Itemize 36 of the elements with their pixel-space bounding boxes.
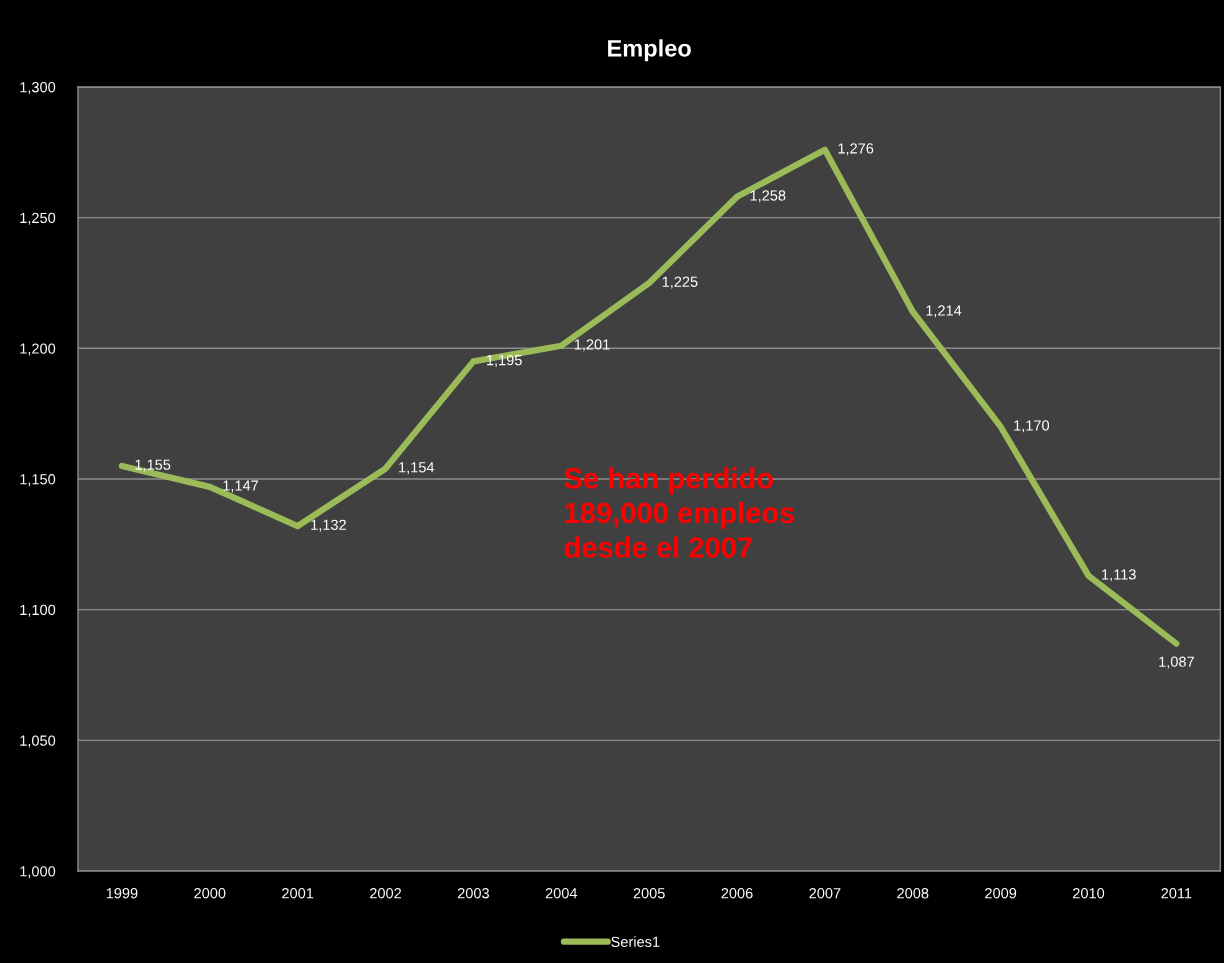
y-tick-label: 1,050 — [20, 735, 56, 748]
data-label: 1,113 — [1102, 569, 1136, 582]
data-label: 1,087 — [1159, 656, 1194, 669]
data-label: 1,195 — [487, 354, 522, 368]
x-tick-label: 2010 — [1073, 888, 1105, 899]
y-tick-label: 1,300 — [20, 82, 56, 95]
x-tick-label: 2000 — [194, 888, 226, 899]
data-label: 1,258 — [750, 190, 786, 203]
y-tick-label: 1,100 — [20, 604, 56, 617]
data-label: 1,214 — [926, 305, 962, 318]
chart-title: Empleo — [608, 39, 691, 62]
x-tick-label: 2007 — [809, 888, 841, 899]
data-label: 1,276 — [838, 143, 874, 156]
data-label: 1,201 — [574, 339, 610, 352]
x-tick-label: 2003 — [457, 888, 489, 899]
y-tick-label: 1,000 — [20, 866, 56, 879]
x-tick-label: 2011 — [1161, 888, 1192, 899]
x-tick-label: 2006 — [721, 888, 753, 899]
data-label: 1,155 — [135, 459, 171, 472]
y-tick-label: 1,250 — [20, 212, 56, 225]
x-tick-label: 2005 — [633, 888, 665, 899]
x-tick-label: 2004 — [545, 888, 578, 899]
annotation: Se han perdido 189,000 empleos desde el 2007 — [564, 467, 795, 558]
legend-label: Series1 — [611, 936, 660, 947]
data-label: 1,154 — [399, 462, 435, 475]
data-label: 1,147 — [223, 480, 259, 493]
x-tick-label: 2001 — [282, 888, 314, 899]
x-tick-label: 2008 — [897, 888, 929, 899]
x-tick-label: 1999 — [106, 888, 138, 899]
data-label: 1,225 — [662, 276, 698, 289]
data-label: 1,170 — [1014, 420, 1050, 433]
x-tick-label: 2002 — [370, 888, 402, 899]
x-tick-label: 2009 — [985, 888, 1017, 899]
y-tick-label: 1,150 — [20, 474, 56, 487]
data-label: 1,132 — [311, 519, 346, 532]
y-tick-label: 1,200 — [20, 343, 56, 356]
